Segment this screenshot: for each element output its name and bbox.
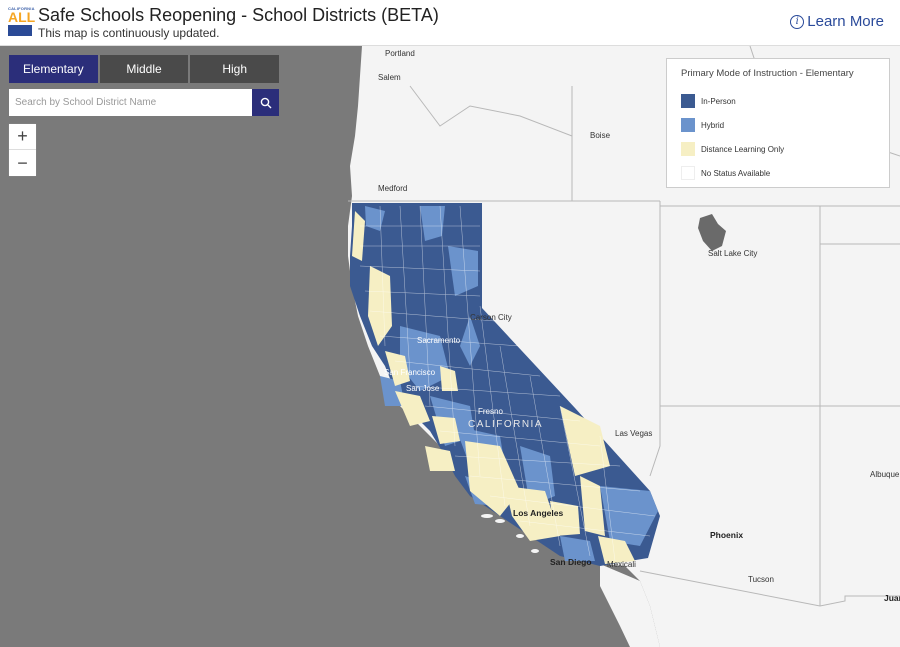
learn-more-label: Learn More bbox=[807, 13, 884, 30]
learn-more-link[interactable]: i Learn More bbox=[790, 13, 884, 30]
great-salt-lake bbox=[698, 214, 726, 251]
place-label: Juar bbox=[884, 593, 900, 603]
legend-item-no-status: No Status Available bbox=[681, 161, 875, 185]
place-label: Medford bbox=[378, 184, 408, 193]
map-legend: Primary Mode of Instruction - Elementary… bbox=[666, 58, 890, 188]
place-label: Los Angeles bbox=[513, 508, 564, 518]
search-icon bbox=[260, 97, 271, 108]
place-label: Salt Lake City bbox=[708, 249, 758, 258]
zoom-in-button[interactable]: + bbox=[9, 124, 36, 150]
tab-middle[interactable]: Middle bbox=[99, 55, 189, 83]
zoom-out-button[interactable]: − bbox=[17, 152, 28, 173]
basemap bbox=[348, 46, 900, 647]
place-label: Albuque bbox=[870, 470, 900, 479]
place-label: Portland bbox=[385, 49, 415, 58]
zoom-controls: + − bbox=[9, 124, 36, 176]
hybrid-swatch bbox=[681, 118, 695, 132]
place-label: Tucson bbox=[748, 575, 774, 584]
page-title: Safe Schools Reopening - School District… bbox=[38, 5, 439, 25]
place-label: San Diego bbox=[550, 557, 592, 567]
tab-elementary[interactable]: Elementary bbox=[9, 55, 98, 83]
place-label: Carson City bbox=[470, 313, 512, 322]
place-label: Salem bbox=[378, 73, 401, 82]
legend-item-hybrid: Hybrid bbox=[681, 113, 875, 137]
tab-high[interactable]: High bbox=[190, 55, 280, 83]
logo-top-text: CALIFORNIA bbox=[8, 6, 35, 11]
logo-badge bbox=[8, 25, 32, 36]
place-label: Boise bbox=[590, 131, 611, 140]
place-label: Mexicali bbox=[607, 560, 636, 569]
legend-item-distance: Distance Learning Only bbox=[681, 137, 875, 161]
legend-label: Hybrid bbox=[701, 120, 725, 130]
california-for-all-logo: CALIFORNIA ALL bbox=[8, 6, 36, 40]
legend-label: Distance Learning Only bbox=[701, 144, 785, 154]
place-label: San Francisco bbox=[384, 368, 436, 377]
district-lines bbox=[359, 205, 656, 562]
distance-learning-districts bbox=[352, 211, 635, 564]
place-label: Las Vegas bbox=[615, 429, 653, 438]
place-label: Phoenix bbox=[710, 530, 744, 540]
legend-label: No Status Available bbox=[701, 168, 771, 178]
place-label: Fresno bbox=[478, 407, 503, 416]
legend-title: Primary Mode of Instruction - Elementary bbox=[681, 68, 854, 79]
legend-label: In-Person bbox=[701, 96, 736, 106]
district-search bbox=[9, 89, 279, 116]
info-icon: i bbox=[790, 14, 805, 29]
legend-item-in-person: In-Person bbox=[681, 89, 875, 113]
no-status-swatch bbox=[681, 166, 695, 180]
land-area bbox=[348, 46, 900, 647]
search-button[interactable] bbox=[252, 89, 279, 116]
state-label: CALIFORNIA bbox=[468, 419, 544, 430]
baja-land bbox=[600, 564, 660, 647]
in-person-swatch bbox=[681, 94, 695, 108]
search-input[interactable] bbox=[9, 89, 252, 116]
place-label: Sacramento bbox=[417, 336, 461, 345]
app-header: CALIFORNIA ALL Safe Schools Reopening - … bbox=[0, 0, 900, 46]
logo-main-text: ALL bbox=[8, 9, 36, 25]
channel-islands bbox=[481, 514, 539, 553]
place-label: San Jose bbox=[406, 384, 440, 393]
distance-swatch bbox=[681, 142, 695, 156]
page-subtitle: This map is continuously updated. bbox=[38, 26, 220, 40]
state-borders bbox=[348, 46, 900, 607]
grade-level-tabs: Elementary Middle High bbox=[9, 55, 280, 83]
